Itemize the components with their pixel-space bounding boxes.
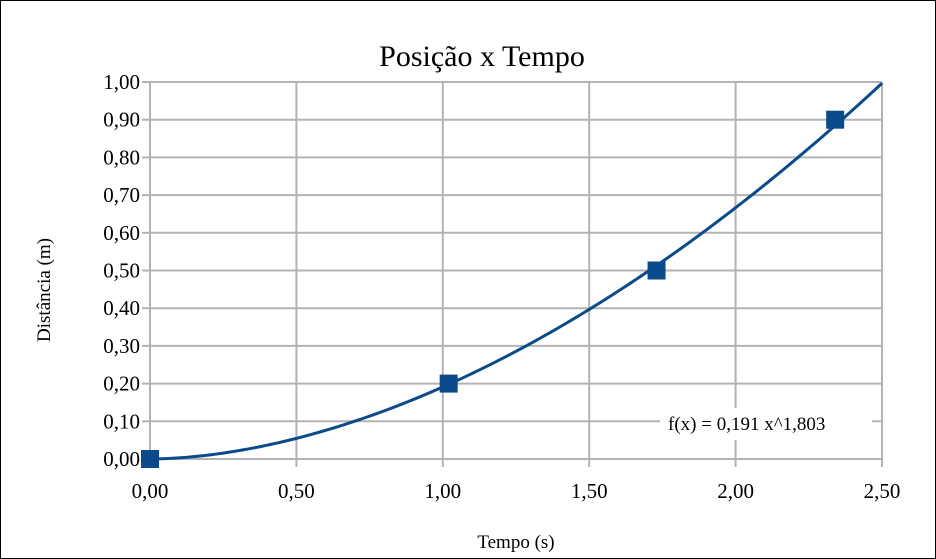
x-tick-label: 0,00 xyxy=(132,479,169,503)
trendline-curve xyxy=(149,82,884,461)
y-axis-ticks: 0,00 0,10 0,20 0,30 0,40 0,50 0,60 0,70 0,80 0,90… xyxy=(103,70,140,471)
x-axis-label: Tempo (s) xyxy=(477,532,554,553)
trendline-label: f(x) = 0,191 x^1,803 xyxy=(668,414,825,435)
y-tick-label: 0,30 xyxy=(103,334,140,358)
y-tick-label: 0,20 xyxy=(103,372,140,396)
data-point xyxy=(826,110,845,129)
x-tick-label: 0,50 xyxy=(278,479,315,503)
x-tick-label: 2,50 xyxy=(864,479,901,503)
y-tick-label: 0,40 xyxy=(103,296,140,320)
y-tick-label: 0,00 xyxy=(103,447,140,471)
x-tick-label: 2,00 xyxy=(717,479,754,503)
x-tick-label: 1,00 xyxy=(424,479,461,503)
y-tick-label: 0,90 xyxy=(103,108,140,132)
y-tick-label: 0,60 xyxy=(103,221,140,245)
data-point xyxy=(439,374,458,393)
x-axis-ticks: 0,00 0,50 1,00 1,50 2,00 2,50 xyxy=(132,479,901,503)
trendline xyxy=(149,82,884,461)
chart-title: Posição x Tempo xyxy=(379,40,585,73)
data-point xyxy=(141,450,159,468)
y-tick-label: 1,00 xyxy=(103,70,140,94)
y-tick-label: 0,80 xyxy=(103,145,140,169)
data-point xyxy=(647,261,666,280)
x-tick-label: 1,50 xyxy=(571,479,608,503)
data-points xyxy=(141,110,845,468)
y-axis-label: Distância (m) xyxy=(34,238,55,342)
y-tick-label: 0,70 xyxy=(103,183,140,207)
trendline-label-background xyxy=(660,408,872,440)
y-tick-label: 0,10 xyxy=(103,409,140,433)
grid xyxy=(142,81,883,467)
y-tick-label: 0,50 xyxy=(103,259,140,283)
